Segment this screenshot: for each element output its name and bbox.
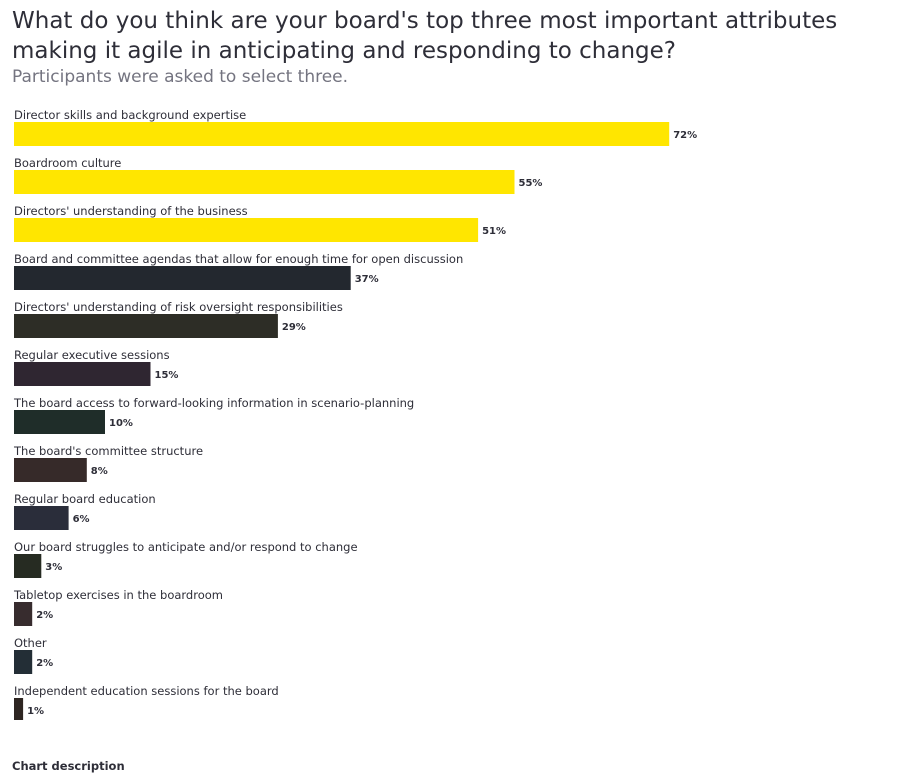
category-label: The board's committee structure — [13, 444, 203, 458]
category-label: Regular board education — [14, 492, 156, 506]
value-label: 29% — [282, 322, 306, 333]
bar[interactable] — [14, 650, 33, 674]
category-label: Directors' understanding of the business — [14, 204, 248, 218]
chart-title: What do you think are your board's top t… — [12, 8, 838, 64]
value-label: 55% — [519, 178, 543, 189]
bar[interactable] — [14, 458, 87, 482]
bar[interactable] — [14, 314, 278, 338]
bar[interactable] — [14, 362, 151, 386]
category-label: The board access to forward-looking info… — [13, 396, 414, 410]
bar[interactable] — [14, 554, 42, 578]
bar[interactable] — [14, 602, 33, 626]
value-label: 10% — [109, 418, 133, 429]
value-label: 15% — [155, 370, 179, 381]
bar[interactable] — [14, 218, 479, 242]
bar[interactable] — [14, 170, 515, 194]
bar[interactable] — [14, 506, 69, 530]
bar[interactable] — [14, 122, 670, 146]
bar[interactable] — [14, 410, 105, 434]
bar-chart: Director skills and background expertise… — [13, 108, 697, 720]
category-label: Boardroom culture — [14, 156, 121, 170]
value-label: 6% — [73, 514, 90, 525]
category-label: Other — [14, 636, 47, 650]
value-label: 37% — [355, 274, 379, 285]
bar[interactable] — [14, 698, 24, 720]
category-label: Directors' understanding of risk oversig… — [14, 300, 343, 314]
bar[interactable] — [14, 266, 351, 290]
category-label: Independent education sessions for the b… — [14, 684, 279, 698]
chart-description-link[interactable]: Chart description — [12, 759, 125, 773]
value-label: 2% — [36, 610, 53, 621]
value-label: 51% — [482, 226, 506, 237]
value-label: 1% — [27, 706, 44, 717]
category-label: Our board struggles to anticipate and/or… — [14, 540, 358, 554]
category-label: Board and committee agendas that allow f… — [14, 252, 463, 266]
value-label: 3% — [45, 562, 62, 573]
category-label: Regular executive sessions — [14, 348, 170, 362]
category-label: Tabletop exercises in the boardroom — [13, 588, 223, 602]
chart-subtitle: Participants were asked to select three. — [12, 67, 349, 87]
value-label: 2% — [36, 658, 53, 669]
value-label: 8% — [91, 466, 108, 477]
category-label: Director skills and background expertise — [14, 108, 246, 122]
value-label: 72% — [673, 130, 697, 141]
